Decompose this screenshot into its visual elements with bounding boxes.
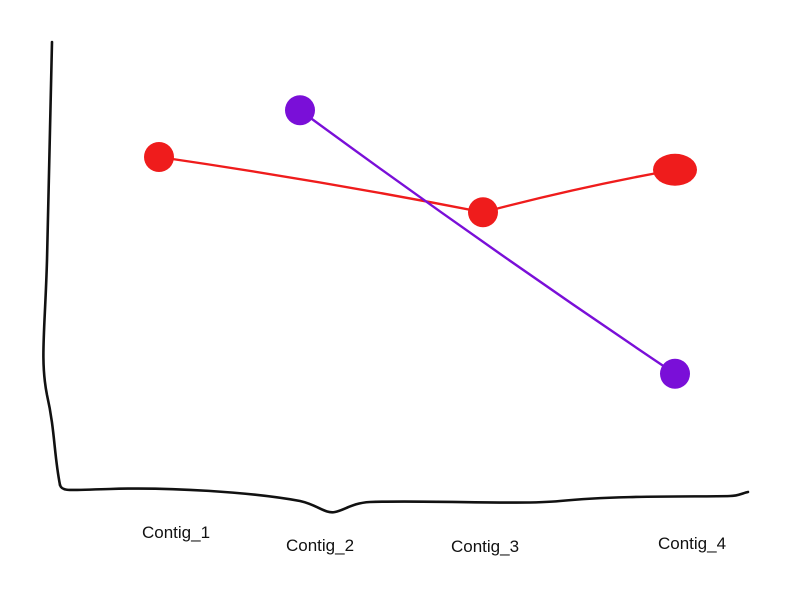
series-2-line (298, 109, 677, 375)
series-1-point-contig_3 (468, 197, 498, 228)
x-tick-label-contig_1: Contig_1 (142, 523, 210, 542)
series-1-point-contig_1 (144, 142, 174, 172)
series-1-point-contig_4 (653, 153, 697, 186)
series-2-point-contig_4 (660, 358, 690, 389)
x-axis (58, 483, 750, 514)
x-tick-label-contig_3: Contig_3 (451, 537, 519, 556)
x-tick-labels: Contig_1 Contig_2 Contig_3 Contig_4 (142, 523, 726, 556)
x-tick-label-contig_4: Contig_4 (658, 534, 726, 553)
y-axis (42, 40, 62, 487)
x-tick-label-contig_2: Contig_2 (286, 536, 354, 555)
series-1-line (157, 155, 677, 214)
series-2-point-contig_2 (285, 95, 315, 126)
series-layer (144, 95, 697, 389)
